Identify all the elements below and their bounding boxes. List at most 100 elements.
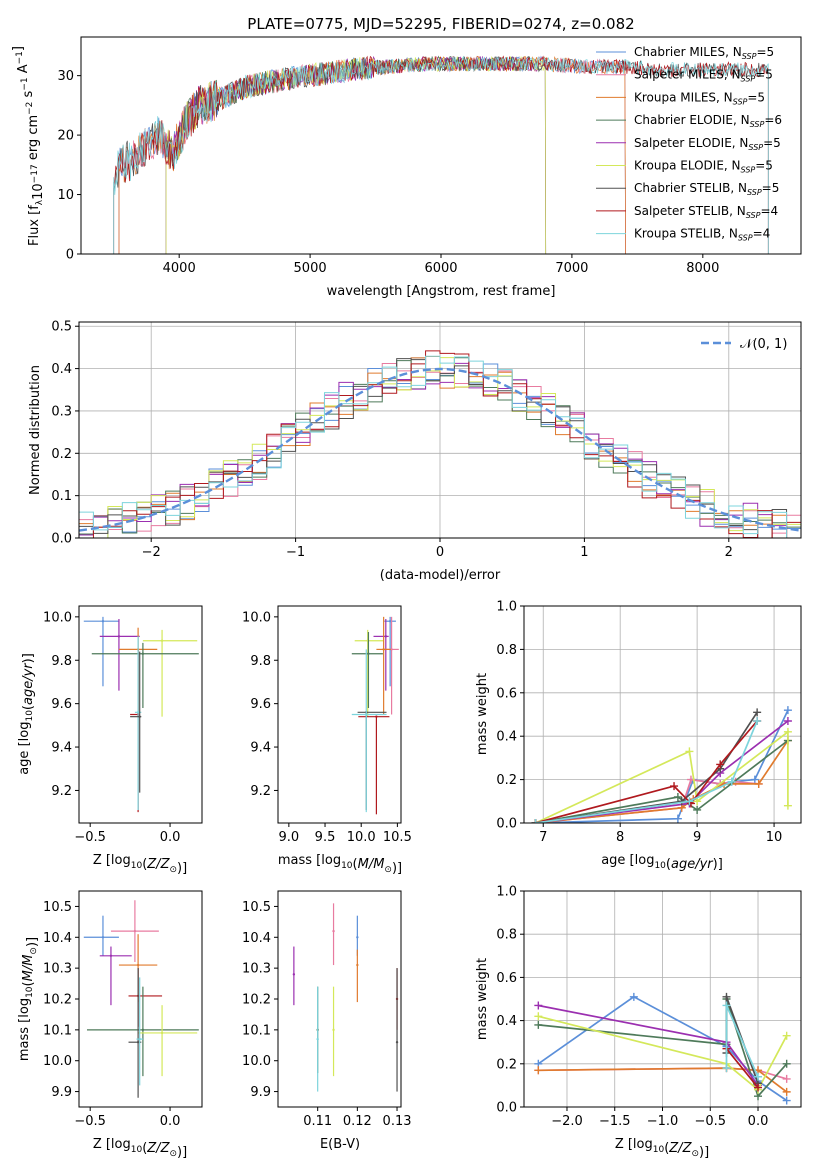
x-tick-label: 0 [436,545,444,560]
data-point [136,963,140,967]
plus-marker [754,1072,763,1081]
panel-residuals: −2 −1 0 1 2 0.0 0.1 0.2 0.3 0.4 0.5 𝒩(0, 1) (data-mo… [28,320,802,583]
plus-marker [673,792,682,801]
histogram-steps [79,350,801,538]
y-tick-label: 9.9 [250,1085,271,1100]
series-line [535,720,789,823]
y-tick-label: 0.4 [51,362,72,377]
y-tick-label: 0.1 [51,489,72,504]
data-point [101,936,105,939]
y-tick-label: 10.1 [43,1023,72,1038]
y-tick-label: 0.0 [51,532,72,547]
y-axis-label: Flux [fλ10−17 erg cm−2 s−1 A−1] [11,46,46,246]
y-tick-label: 0.6 [496,686,517,701]
data-point [316,1037,319,1041]
y-tick-label: 0.4 [496,1014,517,1029]
y-tick-label: 10.0 [242,1054,271,1069]
x-tick-label: 0.13 [383,1114,412,1129]
plus-marker [670,782,679,791]
x-tick-label: 10.5 [383,830,412,845]
legend-entry: 𝒩(0, 1) [740,337,787,352]
legend-entry: Kroupa ELODIE, NSSP=5 [634,159,773,175]
y-tick-label: 10.5 [242,900,271,915]
x-tick-label: 6000 [424,261,457,276]
legend: 𝒩(0, 1) [701,337,787,352]
panel-mass_vs_Z: −0.5 0.0 9.9 10.0 10.1 10.2 10.3 10.4 10.5 Z [log… [17,890,203,1160]
legend-entry: Salpeter ELODIE, NSSP=5 [634,136,781,152]
y-tick-label: 0.8 [496,643,517,658]
y-tick-label: 0.0 [496,817,517,832]
panel-weight_vs_age: 7 8 9 10 0.0 0.2 0.4 0.6 0.8 1.0 age [log10(age/yr… [475,600,802,872]
legend-entry: Chabrier ELODIE, NSSP=6 [634,113,782,129]
y-tick-label: 10.2 [43,993,72,1008]
x-tick-label: 0.0 [160,830,181,845]
y-axis-label: Normed distribution [28,365,43,495]
data-point [141,652,145,655]
plus-marker [783,717,792,726]
y-tick-label: 9.2 [51,784,72,799]
plus-marker [534,1020,543,1029]
x-tick-label: −0.5 [74,1114,106,1129]
plus-marker [629,992,638,1001]
data-point [160,639,164,642]
plot-area [531,706,792,823]
normal-reference-curve [79,367,801,532]
x-tick-label: 1 [580,545,588,560]
y-tick-label: 0.6 [496,971,517,986]
histogram-steps [79,356,801,538]
legend-entry: Chabrier MILES, NSSP=5 [634,45,774,61]
x-tick-label: 0.0 [160,1114,181,1129]
plus-marker [783,727,792,736]
panel-age_vs_mass: 9.0 9.5 10.0 10.5 9.2 9.4 9.6 9.8 10.0 mass [log1… [242,605,412,876]
x-tick-label: −2.0 [551,1114,583,1129]
y-tick-label: 0.2 [496,773,517,788]
y-tick-label: 10.4 [43,931,72,946]
plus-marker [782,1059,791,1068]
plus-marker [685,797,694,806]
y-tick-label: 10.0 [43,1054,72,1069]
legend-entry: Chabrier STELIB, NSSP=5 [634,181,779,197]
legend-entry: Salpeter MILES, NSSP=5 [634,68,773,84]
plus-marker [782,1074,791,1083]
axes-frame [277,605,402,824]
y-tick-label: 10.3 [43,962,72,977]
x-tick-label: 5000 [294,261,327,276]
y-tick-label: 0.2 [496,1057,517,1072]
y-axis-label: age [log10(age/yr)] [17,653,36,775]
x-tick-label: −0.5 [74,830,106,845]
plot-area [79,350,801,538]
plus-marker [782,1031,791,1040]
panel-spectrum: 4000 5000 6000 7000 8000 0 10 20 30 Chabrier MILE… [11,36,802,299]
y-tick-label: 0 [66,248,74,263]
y-tick-label: 10 [57,188,74,203]
y-tick-label: 10.0 [43,610,72,625]
data-point [388,619,392,623]
data-point [332,929,335,933]
data-point [133,929,137,933]
x-tick-label: 0.11 [303,1114,332,1129]
x-tick-label: 7000 [555,261,588,276]
x-axis-label: wavelength [Angstrom, rest frame] [327,284,556,299]
plot-area [534,992,791,1105]
y-tick-label: 0.3 [51,404,72,419]
data-point [382,648,385,651]
y-tick-label: 10.0 [242,610,271,625]
y-tick-label: 10.1 [242,1023,271,1038]
histogram-steps [79,355,801,538]
x-axis-label: (data-model)/error [380,568,501,583]
histogram-steps [79,358,801,538]
plus-marker [685,747,694,756]
data-point [109,954,113,957]
x-tick-label: 4000 [163,261,196,276]
data-point [384,635,388,638]
y-tick-label: 9.4 [250,741,271,756]
panel-weight_vs_Z: −2.0 −1.5 −1.0 −0.5 0.0 0.0 0.2 0.4 0.6 0.8 1.0 Z [… [475,885,802,1160]
data-point [367,652,370,655]
panel-mass_vs_EBV: 0.11 0.12 0.13 9.9 10.0 10.1 10.2 10.3 10.4 10.5 E… [242,890,412,1152]
x-axis-label: mass [log10(M/M⊙)] [278,853,402,876]
x-tick-label: 7 [539,830,547,845]
legend-entry: Kroupa MILES, NSSP=5 [634,90,765,106]
